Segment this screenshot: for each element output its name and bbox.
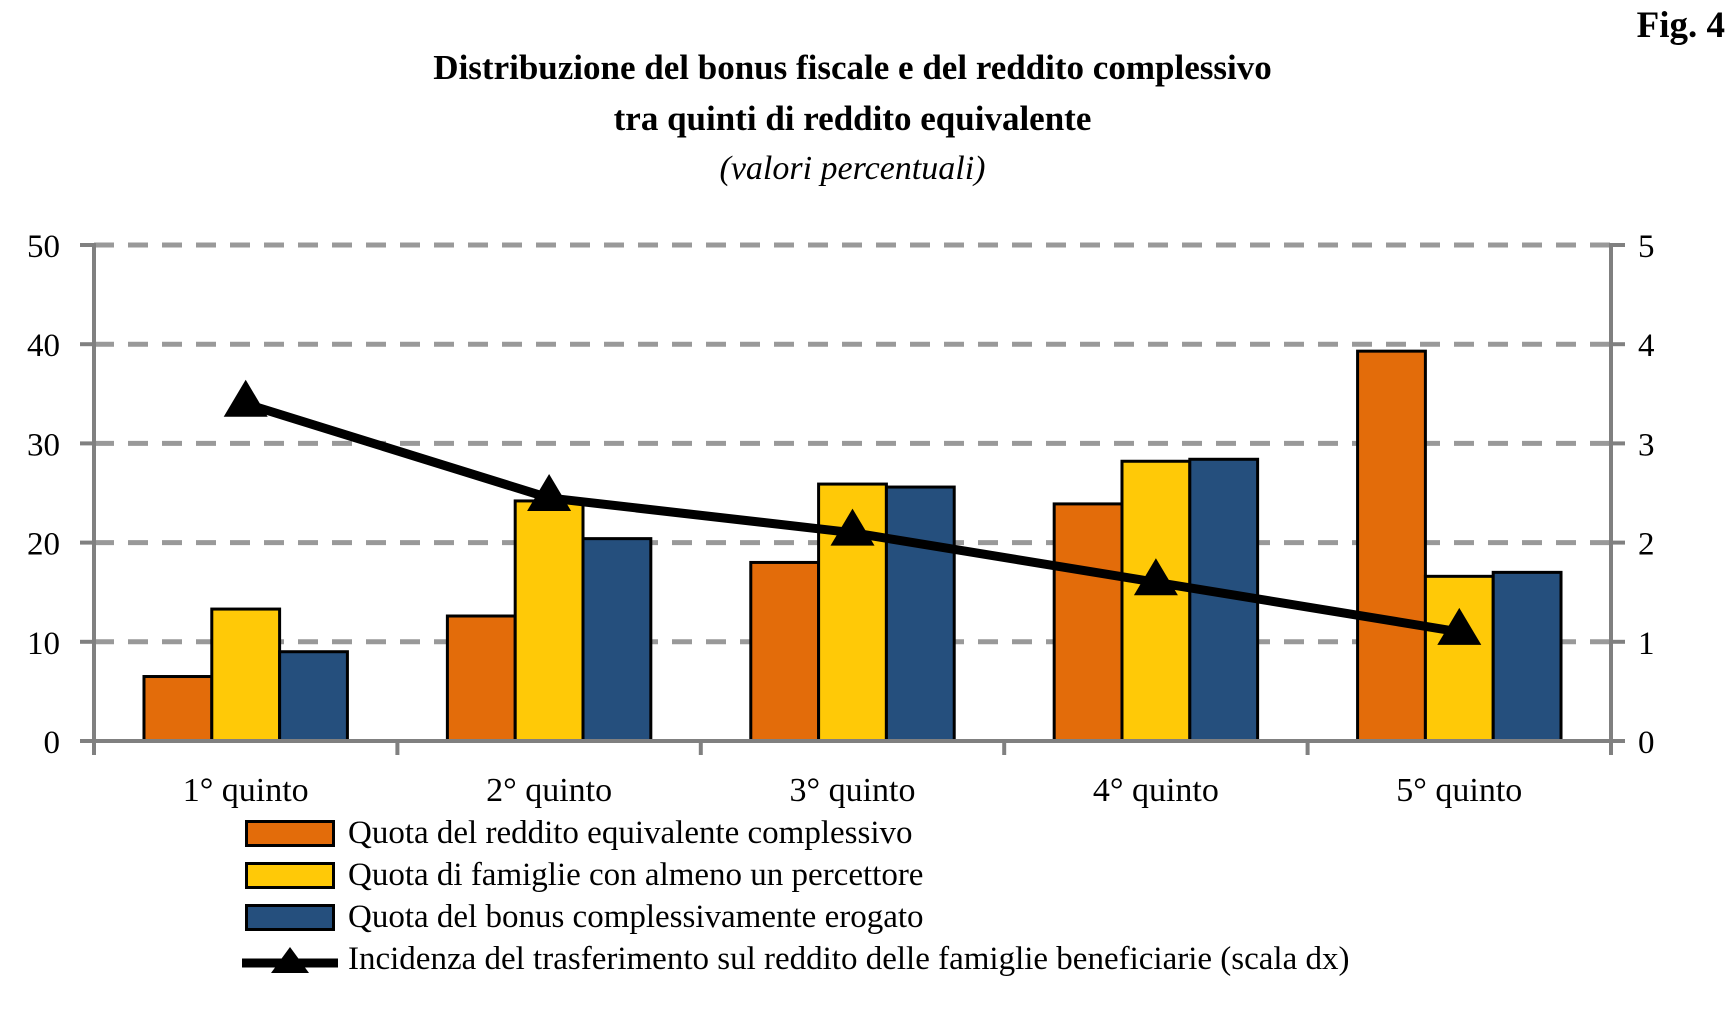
legend-marker-box <box>240 903 340 931</box>
legend-swatch-yellow <box>245 861 335 889</box>
y-right-tick-label-0: 0 <box>1638 725 1655 761</box>
x-category-label-4: 4° quinto <box>1093 772 1219 809</box>
bar-series1-cat1 <box>142 675 214 743</box>
legend-marker-box <box>240 942 340 976</box>
bar-series3-cat2 <box>581 537 653 743</box>
y-right-tick-label-1: 1 <box>1638 626 1655 662</box>
legend-label-famiglie: Quota di famiglie con almeno un percetto… <box>348 856 924 893</box>
chart-title-line2: tra quinti di reddito equivalente <box>613 99 1092 138</box>
x-category-label-1: 1° quinto <box>183 772 309 809</box>
line-marker-triangle-cat3 <box>830 508 875 546</box>
y-right-tick-label-4: 4 <box>1638 328 1655 364</box>
line-marker-triangle-cat2 <box>527 473 572 511</box>
bar-series3-cat5 <box>1491 570 1563 743</box>
legend-swatch-blue <box>245 903 335 931</box>
legend-marker-box <box>240 861 340 889</box>
bar-series2-cat2 <box>513 499 585 743</box>
legend-item-incidenza: Incidenza del trasferimento sul reddito … <box>240 938 1349 980</box>
legend-item-famiglie: Quota di famiglie con almeno un percetto… <box>240 854 1349 896</box>
y-left-tick-label-50: 50 <box>27 229 60 265</box>
bar-series3-cat1 <box>278 650 349 743</box>
y-right-tick-label-5: 5 <box>1638 229 1655 265</box>
legend-item-bonus: Quota del bonus complessivamente erogato <box>240 896 1349 938</box>
y-left-tick-label-0: 0 <box>44 725 61 761</box>
line-marker-triangle-cat4 <box>1133 558 1178 596</box>
figure-number: Fig. 4 <box>1636 5 1725 46</box>
y-left-tick-label-10: 10 <box>27 626 60 662</box>
x-category-label-5: 5° quinto <box>1396 772 1522 809</box>
legend: Quota del reddito equivalente complessiv… <box>240 812 1349 980</box>
legend-item-reddito: Quota del reddito equivalente complessiv… <box>240 812 1349 854</box>
legend-swatch-orange <box>245 819 335 847</box>
bar-series3-cat3 <box>884 485 956 743</box>
bar-series1-cat4 <box>1052 502 1124 743</box>
bar-series2-cat4 <box>1120 459 1192 743</box>
bar-series1-cat3 <box>749 560 821 743</box>
bar-series1-cat5 <box>1356 349 1427 743</box>
y-left-tick-label-20: 20 <box>27 527 60 563</box>
x-category-label-3: 3° quinto <box>790 772 916 809</box>
legend-line-triangle-marker <box>242 947 338 973</box>
chart-title-block: Distribuzione del bonus fiscale e del re… <box>94 42 1611 194</box>
x-category-label-2: 2° quinto <box>486 772 612 809</box>
y-right-tick-label-3: 3 <box>1638 427 1655 463</box>
legend-label-bonus: Quota del bonus complessivamente erogato <box>348 898 924 935</box>
legend-label-incidenza: Incidenza del trasferimento sul reddito … <box>348 940 1350 977</box>
legend-label-reddito: Quota del reddito equivalente complessiv… <box>348 814 913 851</box>
bar-series1-cat2 <box>445 614 517 743</box>
y-left-tick-label-40: 40 <box>27 328 60 364</box>
chart-subtitle: (valori percentuali) <box>719 150 986 187</box>
y-right-tick-label-2: 2 <box>1638 527 1655 563</box>
legend-marker-box <box>240 819 340 847</box>
bar-series2-cat5 <box>1423 574 1495 743</box>
line-marker-triangle-cat1 <box>223 379 268 417</box>
chart-title-line1: Distribuzione del bonus fiscale e del re… <box>433 48 1272 87</box>
line-marker-triangle-cat5 <box>1437 607 1482 645</box>
y-left-tick-label-30: 30 <box>27 427 60 463</box>
bar-series2-cat1 <box>210 607 282 743</box>
